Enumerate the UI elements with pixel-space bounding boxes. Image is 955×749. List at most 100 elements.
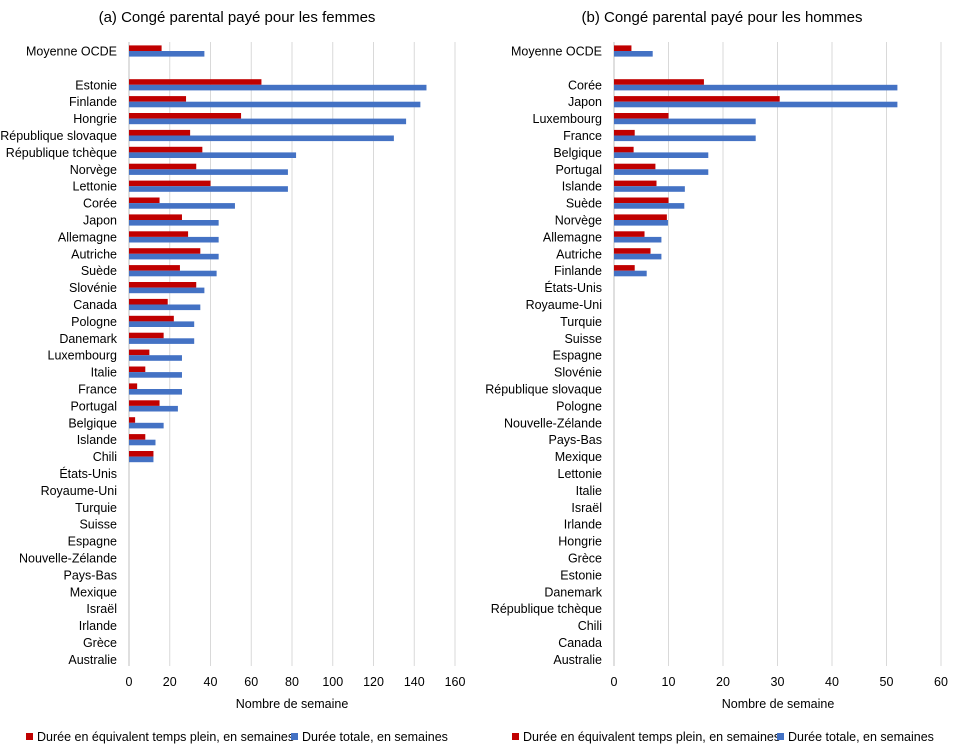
legend-label-b-1: Durée totale, en semaines: [788, 730, 934, 744]
bar-b-total: [614, 84, 898, 91]
bar-b-fte: [614, 163, 656, 170]
bar-a-fte: [129, 146, 203, 153]
bar-a-fte: [129, 163, 197, 170]
category-label-b: Slovénie: [554, 366, 602, 380]
bar-b-fte: [614, 146, 634, 153]
category-label-a: Canada: [73, 298, 117, 312]
bar-b-total: [614, 51, 653, 57]
category-label-b: Australie: [553, 653, 602, 667]
category-label-a: République slovaque: [0, 129, 117, 143]
legend-swatch-a-0: [26, 733, 33, 740]
bar-a-total: [129, 389, 182, 395]
category-label-a: Royaume-Uni: [41, 484, 117, 498]
category-label-b: République tchèque: [491, 602, 602, 616]
category-label-b: Canada: [558, 636, 602, 650]
bar-a-fte: [129, 332, 164, 339]
category-label-a: République tchèque: [6, 146, 117, 160]
bar-a-total: [129, 270, 217, 277]
category-label-b: Finlande: [554, 264, 602, 278]
category-label-a: Chili: [93, 450, 117, 464]
category-label-b: Estonie: [560, 568, 602, 582]
category-label-a: Allemagne: [58, 230, 117, 244]
x-tick-label-b-40: 40: [825, 675, 839, 689]
bar-b-total: [614, 169, 709, 175]
x-axis-label-b: Nombre de semaine: [722, 697, 835, 711]
category-label-b: Mexique: [555, 450, 602, 464]
category-label-b: Hongrie: [558, 535, 602, 549]
category-label-b: Autriche: [556, 247, 602, 261]
category-label-b: Royaume-Uni: [526, 298, 602, 312]
legend-swatch-a-1: [291, 733, 298, 740]
category-label-b: Moyenne OCDE: [511, 45, 602, 59]
category-label-a: Israël: [86, 602, 117, 616]
category-label-a: Italie: [91, 366, 117, 380]
bar-a-total: [129, 372, 182, 378]
x-tick-label-a-120: 120: [363, 675, 384, 689]
category-label-b: Luxembourg: [533, 112, 603, 126]
bar-a-total: [129, 321, 195, 327]
chart-panel-b: (b) Congé parental payé pour les hommes 0…: [485, 9, 948, 711]
bar-b-fte: [614, 231, 645, 237]
bar-a-total: [129, 355, 182, 361]
bar-b-total: [614, 135, 756, 142]
category-label-a: Luxembourg: [48, 349, 118, 363]
bar-a-total: [129, 236, 219, 243]
category-label-b: États-Unis: [544, 280, 602, 295]
bar-a-fte: [129, 315, 174, 322]
x-tick-label-a-0: 0: [126, 675, 133, 689]
bar-b-fte: [614, 180, 657, 187]
bar-b-fte: [614, 265, 635, 271]
bar-b-total: [614, 101, 898, 108]
bar-a-fte: [129, 79, 262, 85]
bar-b-fte: [614, 45, 632, 51]
bar-a-total: [129, 186, 288, 192]
category-label-b: Japon: [568, 95, 602, 109]
bar-a-total: [129, 135, 394, 142]
legend-label-b-0: Durée en équivalent temps plein, en sema…: [523, 730, 780, 744]
bar-a-total: [129, 101, 421, 108]
x-axis-label-a: Nombre de semaine: [236, 697, 349, 711]
category-label-a: Corée: [83, 197, 117, 211]
bar-b-fte: [614, 129, 635, 136]
category-label-b: Islande: [562, 180, 602, 194]
legend-label-a-0: Durée en équivalent temps plein, en sema…: [37, 730, 294, 744]
bar-b-fte: [614, 248, 651, 254]
bar-a-total: [129, 51, 205, 57]
bar-b-fte: [614, 214, 667, 220]
bar-a-total: [129, 456, 154, 463]
bar-a-fte: [129, 265, 180, 271]
category-label-b: Norvège: [555, 214, 602, 228]
category-label-a: Japon: [83, 214, 117, 228]
bar-a-total: [129, 253, 219, 260]
bar-a-fte: [129, 214, 182, 220]
category-label-a: Moyenne OCDE: [26, 45, 117, 59]
bar-a-total: [129, 304, 201, 311]
bar-a-total: [129, 169, 288, 175]
bar-b-fte: [614, 197, 669, 204]
chart-title-b: (b) Congé parental payé pour les hommes: [582, 9, 863, 26]
legend-label-a-1: Durée totale, en semaines: [302, 730, 448, 744]
bar-a-total: [129, 422, 164, 429]
bar-a-fte: [129, 197, 160, 204]
bar-b-total: [614, 118, 756, 125]
x-tick-label-b-50: 50: [880, 675, 894, 689]
bar-b-total: [614, 220, 668, 226]
x-tick-label-a-20: 20: [163, 675, 177, 689]
bar-a-total: [129, 405, 178, 412]
bar-a-fte: [129, 231, 189, 237]
category-label-b: Italie: [576, 484, 602, 498]
category-label-a: Nouvelle-Zélande: [19, 552, 117, 566]
category-label-b: Chili: [578, 619, 602, 633]
bar-b-total: [614, 236, 662, 243]
category-label-a: Suède: [81, 264, 117, 278]
category-label-a: Autriche: [71, 247, 117, 261]
bar-a-fte: [129, 282, 197, 288]
bar-a-fte: [129, 451, 154, 457]
legend-a: Durée en équivalent temps plein, en sema…: [26, 730, 448, 744]
category-label-b: Espagne: [553, 349, 602, 363]
x-tick-label-b-60: 60: [934, 675, 948, 689]
x-tick-label-a-40: 40: [204, 675, 218, 689]
bar-a-fte: [129, 383, 138, 389]
legend-swatch-b-0: [512, 733, 519, 740]
